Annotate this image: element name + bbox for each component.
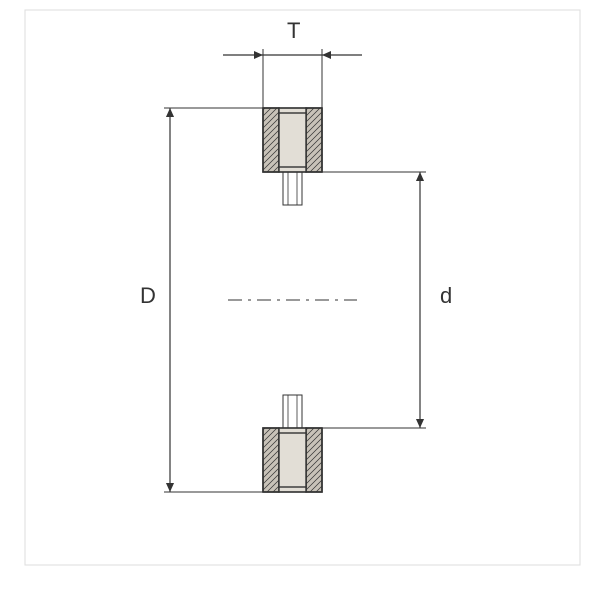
dim-label-T: T xyxy=(287,18,300,44)
bearing-cross-section-diagram xyxy=(0,0,600,600)
dim-label-d: d xyxy=(440,283,452,309)
dim-label-D: D xyxy=(140,283,156,309)
